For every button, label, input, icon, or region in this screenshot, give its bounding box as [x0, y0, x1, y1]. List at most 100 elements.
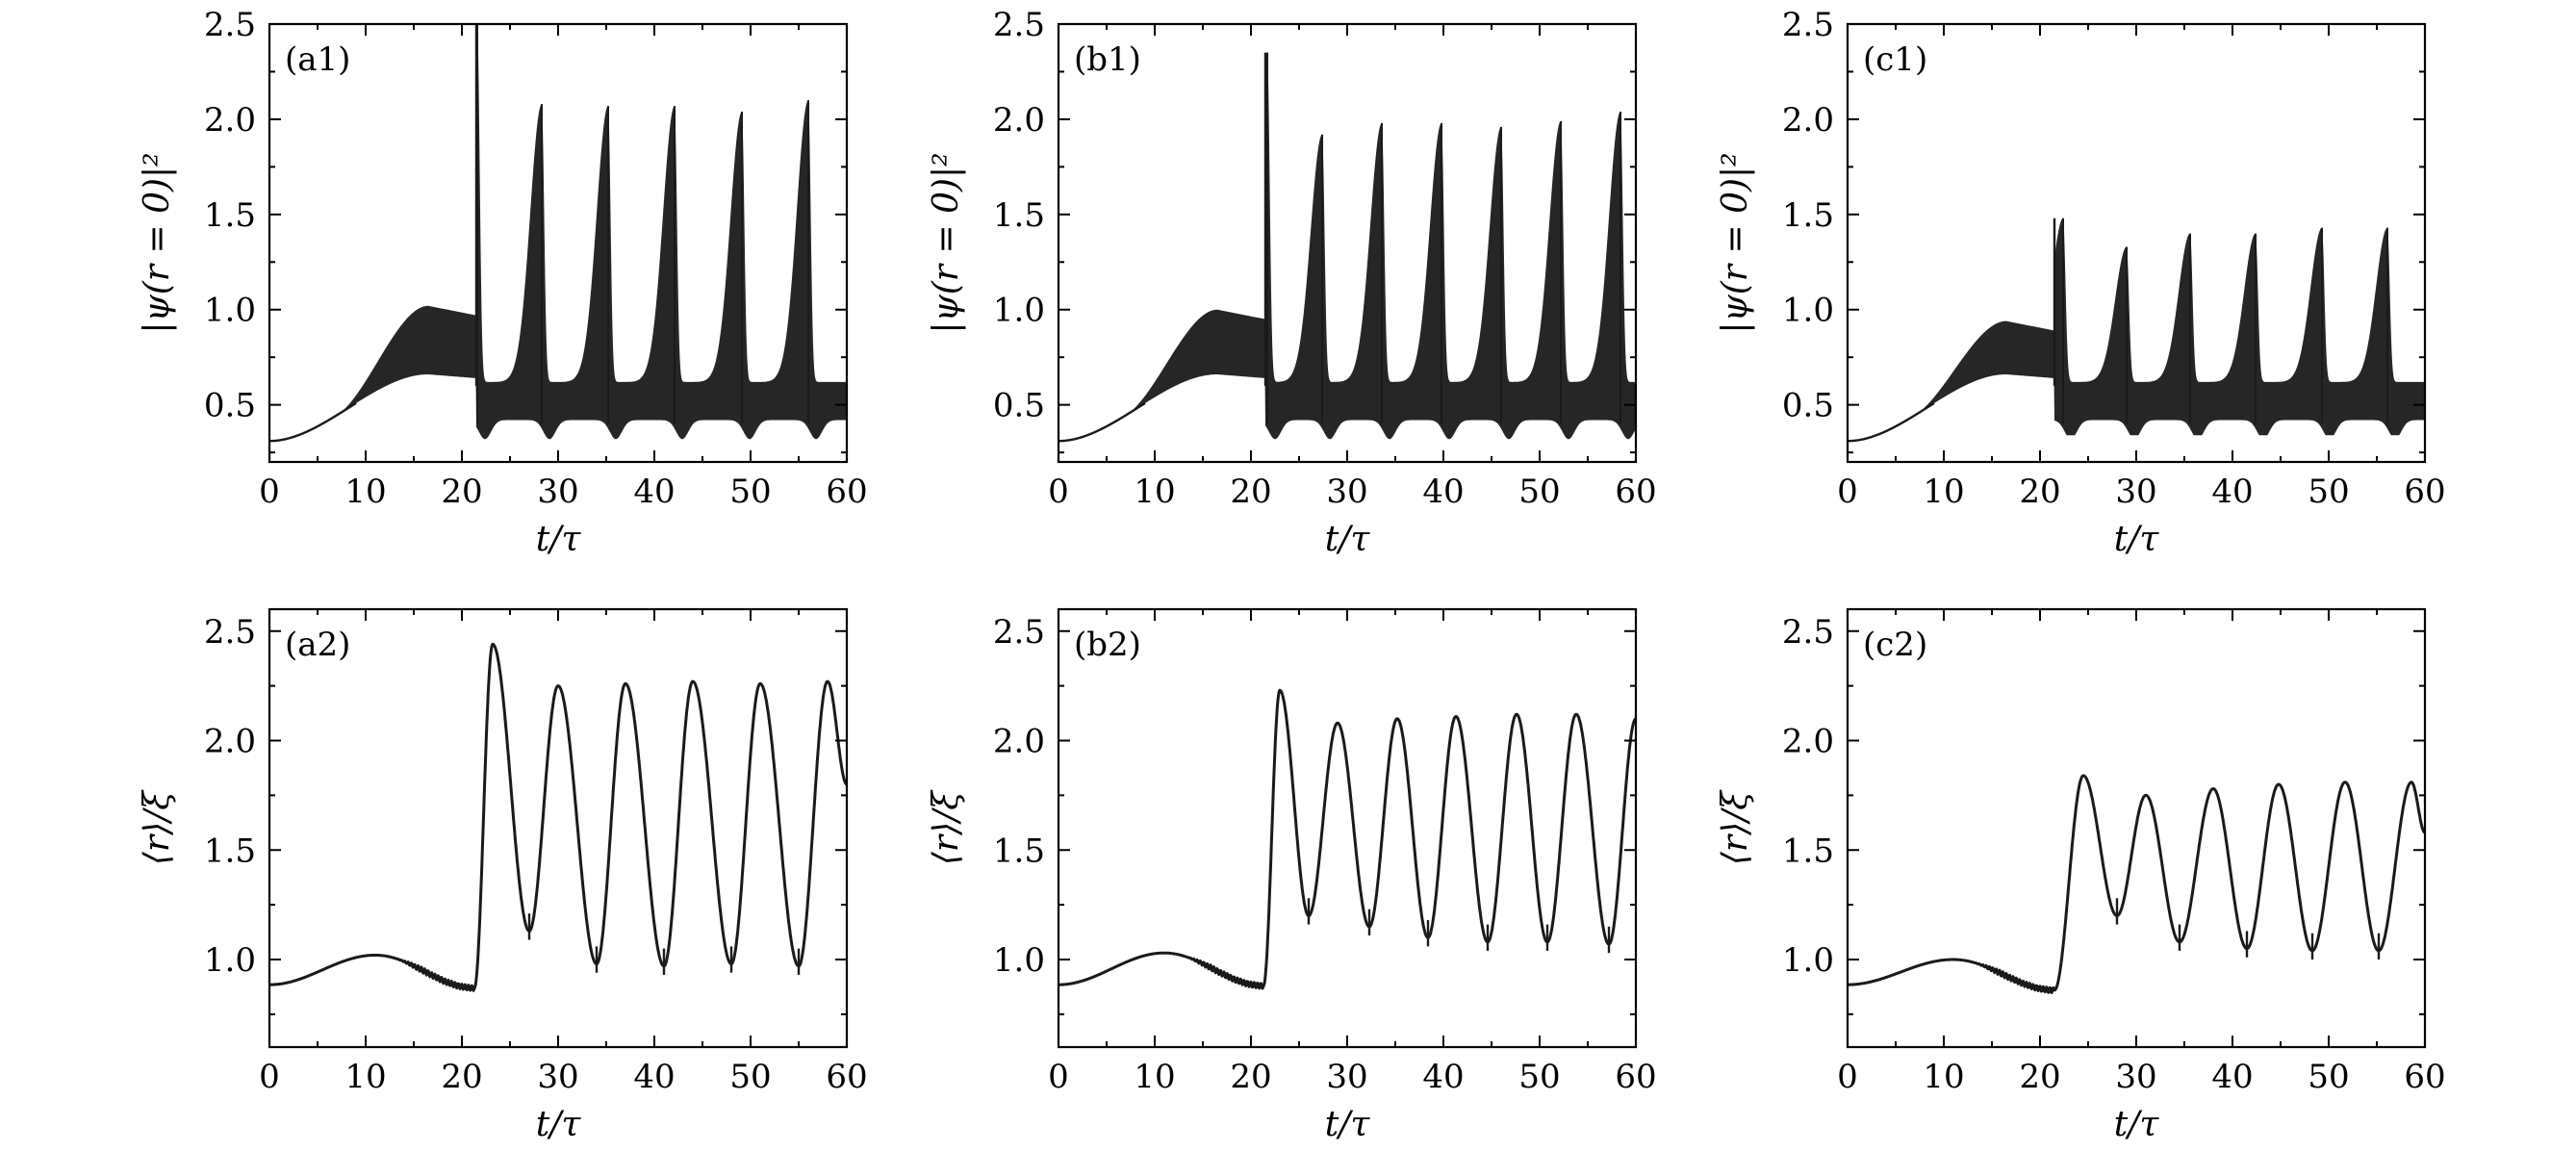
series-a2: [269, 642, 847, 992]
x-tick-label: 10: [1923, 473, 1964, 511]
x-tick-label: 60: [1615, 1058, 1656, 1096]
x-tick-label: 30: [1326, 473, 1367, 511]
x-axis-title: t/τ: [2114, 1105, 2160, 1144]
radius-curve: [1848, 774, 2425, 994]
panel-label: (a1): [285, 40, 350, 79]
panel-c1: 0 10 20 30 40 50 60 0.5 1.0 1.5 2.0 2.5 (c1) t/τ |ψ(r …: [1716, 6, 2446, 559]
x-tick-label: 60: [826, 473, 867, 511]
x-tick-label: 60: [1615, 473, 1656, 511]
y-tick-label: 1.5: [204, 196, 256, 235]
panel-label: (b1): [1074, 40, 1141, 79]
x-tick-label: 30: [537, 1058, 578, 1096]
y-axis-title: |ψ(r = 0)|²: [927, 152, 966, 333]
y-tick-label: 1.5: [1782, 832, 1834, 870]
y-tick-label: 1.5: [204, 832, 256, 870]
y-tick-label: 2.0: [993, 723, 1045, 761]
panel-label: (b2): [1074, 626, 1141, 664]
x-tick-label: 0: [259, 473, 280, 511]
x-tick-label: 40: [2211, 473, 2253, 511]
x-tick-label: 40: [1422, 1058, 1464, 1096]
x-tick-label: 10: [1134, 1058, 1175, 1096]
initial-growth-line: [1058, 401, 1146, 443]
series-c1: [1848, 218, 2425, 443]
y-tick-label: 2.5: [204, 6, 256, 44]
x-tick-label: 50: [2308, 1058, 2349, 1096]
x-tick-label: 10: [344, 473, 386, 511]
y-tick-label: 0.5: [1782, 387, 1834, 425]
x-tick-label: 0: [1048, 1058, 1069, 1096]
x-tick-label: 60: [2404, 1058, 2445, 1096]
x-tick-label: 50: [2308, 473, 2349, 511]
x-tick-label: 40: [633, 1058, 675, 1096]
x-axis-title: t/τ: [2114, 520, 2160, 559]
radius-curve: [269, 642, 847, 992]
axes-frame: [1057, 607, 1638, 1049]
x-tick-label: 60: [826, 1058, 867, 1096]
y-tick-label: 1.0: [204, 292, 256, 330]
y-axis-title: ⟨r⟩/ξ: [138, 789, 177, 865]
oscillation-band: [1848, 218, 2425, 442]
x-tick-label: 20: [2019, 1058, 2060, 1096]
y-axis-title: |ψ(r = 0)|²: [1716, 152, 1755, 333]
radius-curve: [1058, 688, 1636, 990]
y-tick-label: 1.5: [993, 832, 1045, 870]
x-tick-label: 10: [344, 1058, 386, 1096]
panel-c2: 0 10 20 30 40 50 60 1.0 1.5 2.0 2.5 (c2) t/τ ⟨r⟩/ξ: [1716, 607, 2446, 1144]
y-tick-label: 2.5: [1782, 6, 1834, 44]
x-tick-label: 20: [441, 1058, 482, 1096]
panel-a2: 0 10 20 30 40 50 60 1.0 1.5 2.0 2.5 (a2) t/τ ⟨r⟩/ξ: [138, 607, 868, 1144]
x-tick-label: 20: [2019, 473, 2060, 511]
x-tick-label: 0: [259, 1058, 280, 1096]
y-tick-label: 1.0: [1782, 292, 1834, 330]
y-tick-label: 2.0: [1782, 723, 1834, 761]
panel-label: (c2): [1863, 626, 1927, 664]
series-c2: [1848, 774, 2425, 994]
y-tick-label: 2.0: [204, 723, 256, 761]
y-tick-label: 1.5: [1782, 196, 1834, 235]
y-tick-label: 0.5: [993, 387, 1045, 425]
y-tick-label: 1.0: [1782, 941, 1834, 980]
y-tick-label: 1.5: [993, 196, 1045, 235]
x-axis-title: t/τ: [536, 1105, 582, 1144]
y-tick-label: 2.5: [204, 613, 256, 652]
x-axis-title: t/τ: [1325, 520, 1371, 559]
y-tick-label: 2.5: [993, 613, 1045, 652]
x-tick-label: 30: [2115, 1058, 2156, 1096]
x-tick-label: 10: [1923, 1058, 1964, 1096]
panel-label: (c1): [1863, 40, 1927, 79]
x-tick-label: 10: [1134, 473, 1175, 511]
x-axis-title: t/τ: [536, 520, 582, 559]
x-tick-label: 20: [1230, 473, 1271, 511]
oscillation-band: [1058, 52, 1636, 442]
y-tick-label: 2.5: [993, 6, 1045, 44]
y-tick-label: 1.0: [204, 941, 256, 980]
x-tick-label: 60: [2404, 473, 2445, 511]
x-tick-label: 0: [1837, 1058, 1858, 1096]
y-tick-label: 2.0: [1782, 101, 1834, 140]
y-tick-label: 2.5: [1782, 613, 1834, 652]
x-tick-label: 50: [729, 1058, 771, 1096]
y-axis-title: |ψ(r = 0)|²: [138, 152, 177, 333]
series-b2: [1058, 688, 1636, 990]
axes-frame: [268, 607, 849, 1049]
panel-b2: 0 10 20 30 40 50 60 1.0 1.5 2.0 2.5 (b2) t/τ ⟨r⟩/ξ: [927, 607, 1657, 1144]
x-tick-label: 0: [1837, 473, 1858, 511]
initial-growth-line: [269, 401, 357, 443]
y-tick-label: 0.5: [204, 387, 256, 425]
x-tick-label: 50: [1518, 1058, 1560, 1096]
x-tick-label: 30: [1326, 1058, 1367, 1096]
x-tick-label: 50: [1518, 473, 1560, 511]
x-tick-label: 0: [1048, 473, 1069, 511]
y-axis-title: ⟨r⟩/ξ: [1716, 789, 1755, 865]
y-tick-label: 1.0: [993, 292, 1045, 330]
x-tick-label: 40: [633, 473, 675, 511]
x-tick-label: 50: [729, 473, 771, 511]
panel-b1: 0 10 20 30 40 50 60 0.5 1.0 1.5 2.0 2.5 (b1) t/τ |ψ(r …: [927, 6, 1657, 559]
initial-growth-line: [1848, 401, 1935, 443]
panel-label: (a2): [285, 626, 350, 664]
y-tick-label: 2.0: [204, 101, 256, 140]
oscillation-band: [269, 24, 847, 442]
panel-a1: 0 10 20 30 40 50 60 0.5 1.0 1.5 2.0 2.5 (a1) t/τ |ψ(r …: [138, 6, 868, 559]
series-a1: [269, 24, 847, 443]
y-tick-label: 1.0: [993, 941, 1045, 980]
